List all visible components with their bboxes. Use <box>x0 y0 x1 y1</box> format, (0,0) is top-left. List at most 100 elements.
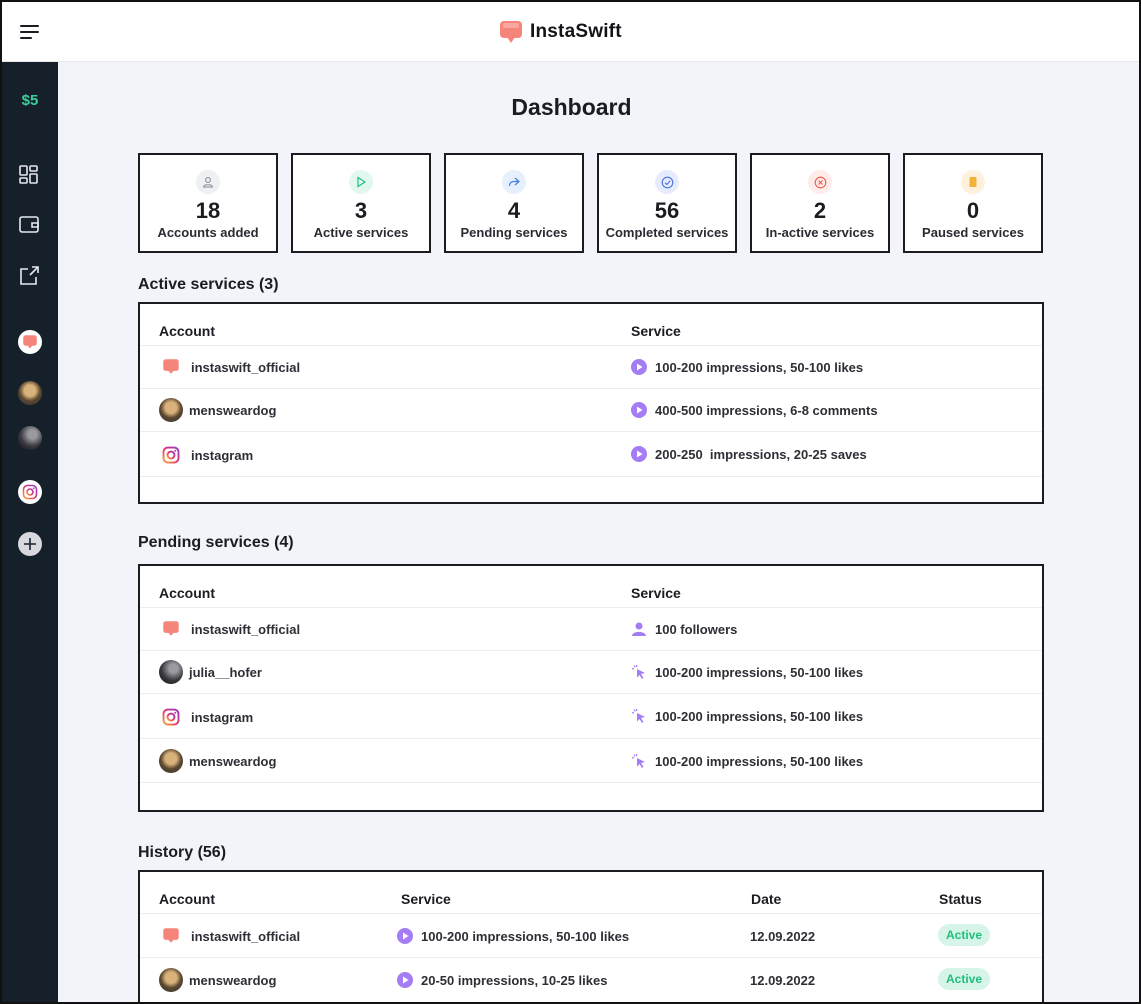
dashboard-icon[interactable] <box>18 164 40 186</box>
col-account: Account <box>159 891 215 907</box>
stat-value: 2 <box>813 198 827 223</box>
avatar <box>159 398 183 422</box>
hamburger-menu-icon[interactable] <box>20 24 40 40</box>
cursor-click-icon <box>631 754 645 768</box>
account-avatar-mensweardog[interactable] <box>18 381 42 405</box>
account-cell: instagram <box>161 707 253 727</box>
account-name: instaswift_official <box>191 621 301 637</box>
account-cell: mensweardog <box>159 749 276 773</box>
stat-card-paused[interactable]: 0 Paused services <box>903 153 1043 253</box>
stat-card-pending[interactable]: 4 Pending services <box>444 153 584 253</box>
account-cell: instagram <box>161 445 253 465</box>
balance[interactable]: $5 <box>21 92 39 109</box>
play-circle-icon <box>631 402 647 418</box>
status-badge: Active <box>938 968 991 990</box>
col-service: Service <box>401 891 451 907</box>
stat-label: In-active services <box>765 225 875 240</box>
stat-value: 18 <box>195 198 221 223</box>
table-row[interactable]: instagram 100-200 impressions, 50-100 li… <box>140 694 1042 739</box>
service-cell: 100 followers <box>631 621 737 637</box>
avatar <box>159 660 183 684</box>
table-row[interactable]: mensweardog 20-50 impressions, 10-25 lik… <box>140 958 1042 1002</box>
service-text: 100-200 impressions, 50-100 likes <box>655 664 864 680</box>
play-icon <box>349 170 373 194</box>
stat-card-active[interactable]: 3 Active services <box>291 153 431 253</box>
stat-label: Paused services <box>922 225 1024 240</box>
service-cell: 100-200 impressions, 50-100 likes <box>397 928 629 944</box>
stat-card-inactive[interactable]: 2 In-active services <box>750 153 890 253</box>
service-cell: 100-200 impressions, 50-100 likes <box>631 664 863 680</box>
table-header: Account Service <box>140 566 1042 608</box>
instagram-icon <box>22 484 38 500</box>
service-cell: 20-50 impressions, 10-25 likes <box>397 972 607 988</box>
service-text: 100 followers <box>655 621 738 637</box>
active-services-title: Active services (3) <box>138 276 279 293</box>
stat-value: 4 <box>507 198 521 223</box>
service-text: 100-200 impressions, 50-100 likes <box>655 359 864 375</box>
service-text: 20-50 impressions, 10-25 likes <box>421 972 608 988</box>
table-row[interactable]: julia__hofer 100-200 impressions, 50-100… <box>140 651 1042 694</box>
col-account: Account <box>159 585 215 601</box>
service-cell: 100-200 impressions, 50-100 likes <box>631 708 863 724</box>
account-avatar-julia[interactable] <box>18 426 42 450</box>
wallet-icon[interactable] <box>18 214 40 236</box>
status-cell: Active <box>938 968 991 990</box>
stat-value: 0 <box>966 198 980 223</box>
service-cell: 100-200 impressions, 50-100 likes <box>631 359 863 375</box>
service-text: 100-200 impressions, 50-100 likes <box>655 753 864 769</box>
service-text: 200-250 impressions, 20-25 saves <box>655 446 867 462</box>
table-row[interactable]: instaswift_official 100 followers <box>140 608 1042 651</box>
instaswift-logo-icon <box>500 21 522 43</box>
play-circle-icon <box>631 359 647 375</box>
pending-services-table: Account Service instaswift_official 100 … <box>138 564 1044 812</box>
account-name: julia__hofer <box>189 664 262 680</box>
play-circle-icon <box>397 972 413 988</box>
service-text: 100-200 impressions, 50-100 likes <box>421 928 630 944</box>
instagram-icon <box>162 446 180 464</box>
account-cell: instaswift_official <box>161 357 300 377</box>
account-name: instaswift_official <box>191 928 301 944</box>
date-cell: 12.09.2022 <box>750 929 816 944</box>
account-name: instagram <box>191 709 254 725</box>
table-header: Account Service <box>140 304 1042 346</box>
account-cell: mensweardog <box>159 968 276 992</box>
account-avatar-instaswift[interactable] <box>18 330 42 354</box>
col-service: Service <box>631 323 681 339</box>
account-avatar-instagram[interactable] <box>18 480 42 504</box>
table-row[interactable]: mensweardog 400-500 impressions, 6-8 com… <box>140 389 1042 432</box>
table-row[interactable]: instaswift_official 100-200 impressions,… <box>140 914 1042 958</box>
stat-card-accounts[interactable]: 18 Accounts added <box>138 153 278 253</box>
status-badge: Active <box>938 924 991 946</box>
pause-square-icon <box>961 170 985 194</box>
account-name: mensweardog <box>189 753 277 769</box>
service-cell: 200-250 impressions, 20-25 saves <box>631 446 867 462</box>
pending-services-title: Pending services (4) <box>138 534 294 551</box>
col-date: Date <box>751 891 782 907</box>
date-cell: 12.09.2022 <box>750 973 816 988</box>
cursor-click-icon <box>631 665 645 679</box>
instaswift-logo-icon <box>163 359 179 374</box>
account-cell: mensweardog <box>159 398 276 422</box>
brand[interactable]: InstaSwift <box>498 19 622 45</box>
history-table: Account Service Date Status instaswift_o… <box>138 870 1044 1002</box>
table-row[interactable]: instagram 200-250 impressions, 20-25 sav… <box>140 432 1042 477</box>
col-service: Service <box>631 585 681 601</box>
play-circle-icon <box>631 446 647 462</box>
x-circle-icon <box>808 170 832 194</box>
main-content: Dashboard 18 Accounts added 3 Active ser… <box>58 62 1139 1002</box>
service-cell: 400-500 impressions, 6-8 comments <box>631 402 878 418</box>
table-row[interactable]: instaswift_official 100-200 impressions,… <box>140 346 1042 389</box>
add-account-icon[interactable] <box>18 532 42 556</box>
user-icon <box>632 622 646 636</box>
table-row[interactable]: mensweardog 100-200 impressions, 50-100 … <box>140 739 1042 783</box>
stat-card-completed[interactable]: 56 Completed services <box>597 153 737 253</box>
service-text: 100-200 impressions, 50-100 likes <box>655 708 864 724</box>
play-circle-icon <box>397 928 413 944</box>
instaswift-logo-icon <box>23 335 37 349</box>
instaswift-logo-icon <box>163 621 179 636</box>
account-name: mensweardog <box>189 972 277 988</box>
stat-label: Active services <box>313 225 409 240</box>
sidebar: $5 <box>2 62 58 1002</box>
share-icon[interactable] <box>18 265 40 287</box>
